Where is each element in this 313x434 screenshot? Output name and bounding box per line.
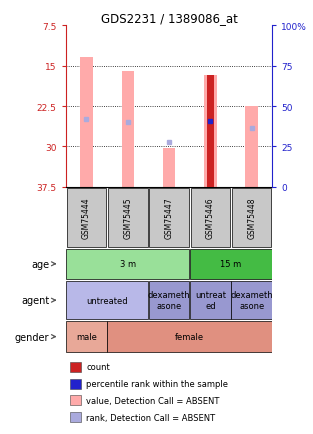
Bar bbox=[66, 322, 107, 352]
Bar bbox=[232, 188, 271, 247]
Text: GSM75445: GSM75445 bbox=[123, 197, 132, 239]
Bar bbox=[190, 249, 272, 279]
Bar bbox=[67, 188, 106, 247]
Bar bbox=[245, 107, 258, 187]
Bar bbox=[107, 322, 272, 352]
Text: untreated: untreated bbox=[86, 296, 128, 305]
Text: 3 m: 3 m bbox=[120, 260, 136, 269]
Text: percentile rank within the sample: percentile rank within the sample bbox=[86, 379, 228, 388]
Bar bbox=[149, 188, 189, 247]
Text: age: age bbox=[31, 259, 49, 269]
Text: GSM75447: GSM75447 bbox=[165, 197, 173, 239]
Bar bbox=[70, 378, 81, 388]
Text: gender: gender bbox=[15, 332, 49, 342]
Title: GDS2231 / 1389086_at: GDS2231 / 1389086_at bbox=[100, 12, 238, 25]
Bar bbox=[191, 188, 230, 247]
Bar bbox=[207, 76, 214, 187]
Text: male: male bbox=[76, 332, 97, 341]
Text: GSM75444: GSM75444 bbox=[82, 197, 91, 239]
Text: agent: agent bbox=[21, 296, 49, 306]
Bar bbox=[66, 249, 189, 279]
Text: value, Detection Call = ABSENT: value, Detection Call = ABSENT bbox=[86, 396, 220, 405]
Text: rank, Detection Call = ABSENT: rank, Detection Call = ABSENT bbox=[86, 413, 216, 422]
Bar bbox=[66, 282, 148, 319]
Bar bbox=[231, 282, 272, 319]
Bar bbox=[190, 282, 231, 319]
Text: GSM75446: GSM75446 bbox=[206, 197, 215, 239]
Bar bbox=[80, 58, 93, 187]
Text: 15 m: 15 m bbox=[220, 260, 242, 269]
Text: female: female bbox=[175, 332, 204, 341]
Text: dexameth
asone: dexameth asone bbox=[230, 291, 273, 310]
Bar bbox=[70, 362, 81, 372]
Text: untreat
ed: untreat ed bbox=[195, 291, 226, 310]
Bar bbox=[121, 72, 134, 187]
Bar bbox=[70, 412, 81, 422]
Bar bbox=[108, 188, 147, 247]
Text: GSM75448: GSM75448 bbox=[247, 197, 256, 238]
Bar bbox=[70, 395, 81, 405]
Bar bbox=[204, 76, 217, 187]
Bar bbox=[149, 282, 189, 319]
Text: count: count bbox=[86, 362, 110, 371]
Bar bbox=[163, 148, 175, 187]
Text: dexameth
asone: dexameth asone bbox=[148, 291, 190, 310]
